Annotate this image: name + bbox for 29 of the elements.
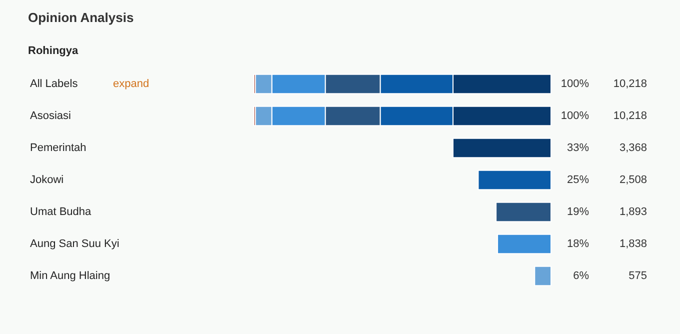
text: Rohingya [28, 45, 79, 57]
text: 1,838 [619, 238, 647, 250]
text: 2,508 [619, 174, 647, 186]
text: Opinion Analysis [28, 10, 134, 25]
text: 3,368 [619, 142, 647, 154]
bar [496, 202, 552, 222]
y-tick-label: Asosiasi [30, 110, 71, 122]
bar [534, 266, 552, 286]
text: 18% [566, 238, 590, 250]
y-tick-label: Umat Budha [30, 206, 92, 218]
text: 33% [566, 142, 590, 154]
text: 100% [560, 110, 590, 122]
bar [497, 234, 552, 254]
y-tick-label: Aung San Suu Kyi [30, 238, 120, 250]
text: 100% [560, 78, 590, 90]
text: 575 [628, 270, 647, 282]
text: 10,218 [613, 110, 647, 122]
y-tick-label: Jokowi [30, 174, 64, 186]
text: 19% [566, 206, 590, 218]
y-tick-label: All Labels [30, 78, 78, 90]
y-tick-label: Pemerintah [30, 142, 86, 154]
bar [452, 138, 552, 158]
text: expand [113, 78, 150, 90]
text: 6% [573, 270, 590, 282]
bar [478, 170, 552, 190]
text: 1,893 [619, 206, 647, 218]
text: 10,218 [613, 78, 647, 90]
y-tick-label: Min Aung Hlaing [30, 270, 110, 282]
text: 25% [566, 174, 590, 186]
